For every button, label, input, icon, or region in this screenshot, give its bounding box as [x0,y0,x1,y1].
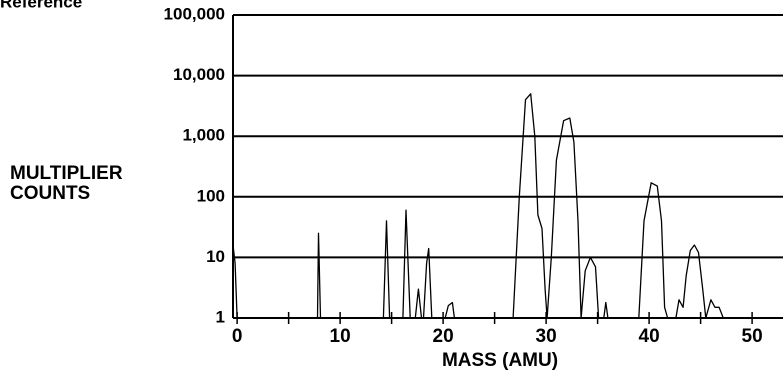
x-axis-label: MASS (AMU) [442,350,558,371]
header: Reference [0,0,82,11]
spectrum-line [232,93,724,319]
y-tick-label: 100 [197,186,225,205]
x-tick-label: 20 [433,326,454,347]
y-tick-label: 1 [216,307,225,326]
x-tick-label: 0 [232,326,243,347]
x-tick-label: 50 [742,326,763,347]
x-tick-label: 40 [639,326,660,347]
y-tick-label: 10 [206,247,225,266]
y-axis-label: MULTIPLIER [10,163,123,184]
y-tick-label: 1,000 [182,126,225,145]
x-tick-label: 30 [536,326,557,347]
x-tick-label: 10 [330,326,351,347]
y-tick-label: 10,000 [173,65,225,84]
y-tick-label: 100,000 [164,4,225,23]
y-axis-label: COUNTS [10,183,90,204]
